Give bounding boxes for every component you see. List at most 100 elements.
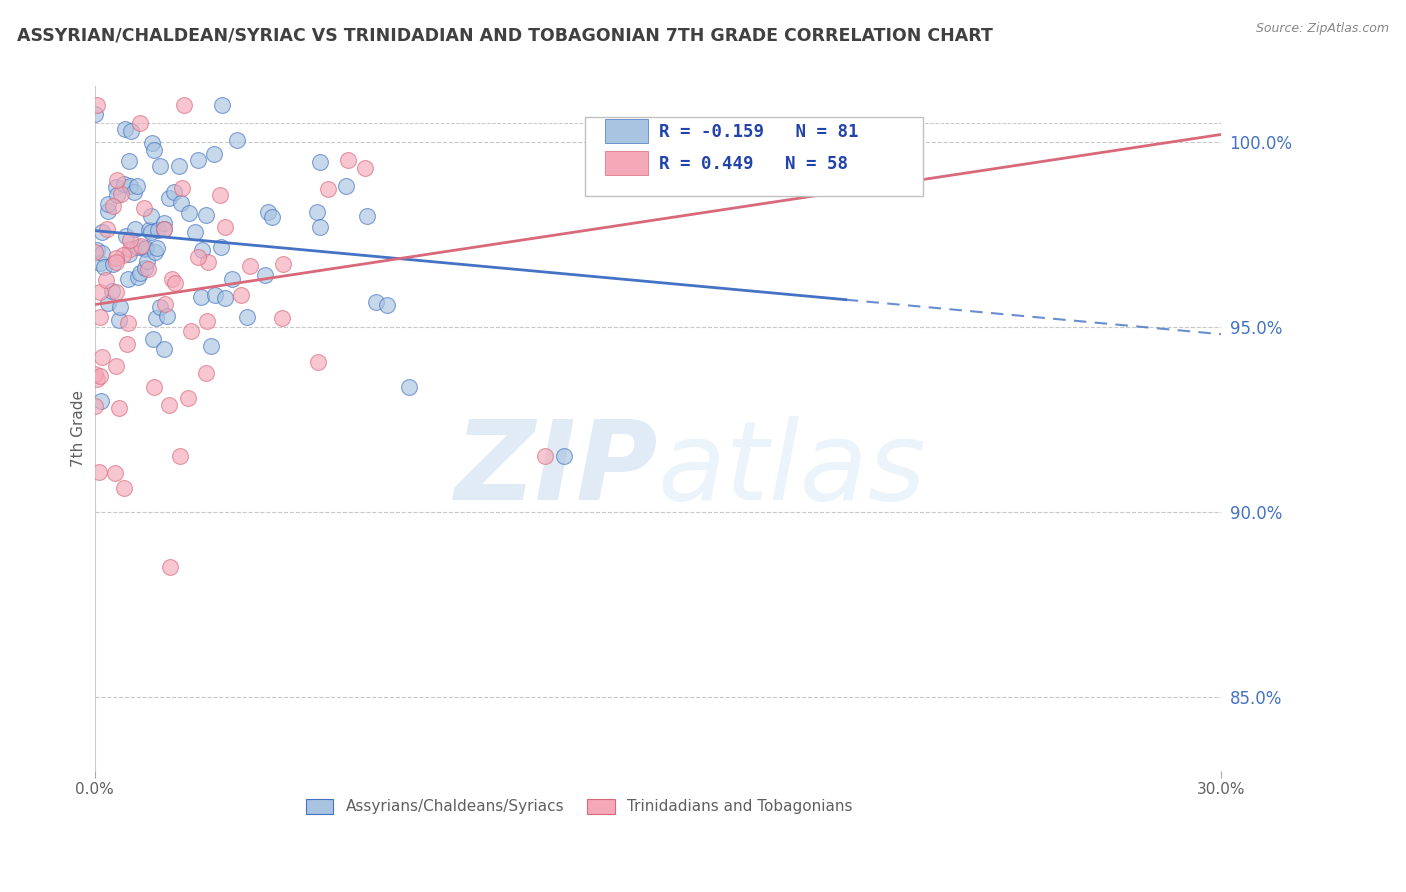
Point [170,196,193,211]
Point [149,159,172,173]
Point [195,314,218,328]
Point [163,185,186,199]
Point [108,313,131,327]
Point [187,250,209,264]
Point [90,393,112,408]
Point [305,204,328,219]
Point [143,244,166,259]
Point [157,190,180,204]
Point [104,254,127,268]
Legend: Assyrians/Chaldeans/Syriacs, Trinidadians and Tobagonians: Assyrians/Chaldeans/Syriacs, Trinidadian… [305,799,852,814]
Point [114,121,136,136]
Point [117,316,139,330]
Point [180,324,202,338]
Point [104,252,127,266]
Point [136,261,159,276]
Point [135,241,157,255]
Point [105,172,128,186]
Point [143,379,166,393]
Point [221,271,243,285]
Point [135,253,157,268]
Point [229,288,252,302]
Point [83,245,105,260]
Point [112,178,135,192]
Point [153,222,176,236]
Point [97,203,120,218]
Point [153,342,176,356]
FancyBboxPatch shape [605,120,648,143]
FancyBboxPatch shape [605,152,648,176]
Point [173,98,195,112]
Point [83,107,105,121]
Point [308,219,330,234]
Point [91,350,114,364]
Point [105,179,128,194]
Text: ASSYRIAN/CHALDEAN/SYRIAC VS TRINIDADIAN AND TOBAGONIAN 7TH GRADE CORRELATION CHA: ASSYRIAN/CHALDEAN/SYRIAC VS TRINIDADIAN … [17,27,993,45]
Point [84,399,107,413]
Point [145,311,167,326]
Point [89,285,111,299]
Point [127,178,149,193]
Point [146,223,169,237]
Point [86,98,108,112]
Point [108,301,131,315]
Point [97,296,120,310]
Point [356,209,378,223]
Point [112,482,135,496]
Point [100,284,122,298]
Point [86,243,108,257]
Point [256,205,278,219]
Point [110,187,132,202]
Point [103,257,125,271]
Point [204,287,226,301]
Point [149,301,172,315]
Point [200,339,222,353]
Point [97,196,120,211]
Point [118,153,141,168]
Point [177,391,200,405]
Point [167,159,190,173]
Point [398,379,420,393]
Point [115,228,138,243]
Point [163,276,186,290]
Point [87,465,110,479]
Point [271,310,294,325]
Point [120,233,142,247]
Point [142,332,165,346]
Point [202,147,225,161]
Point [225,133,247,147]
Point [141,209,163,223]
Y-axis label: 7th Grade: 7th Grade [72,390,86,467]
Text: R = 0.449   N = 58: R = 0.449 N = 58 [659,154,848,173]
Point [153,215,176,229]
Point [190,289,212,303]
Point [159,560,181,574]
Point [84,368,107,382]
Point [170,181,193,195]
Text: ZIP: ZIP [454,416,658,523]
Point [153,297,176,311]
Point [318,182,340,196]
Point [134,242,156,256]
Point [105,188,128,202]
Point [118,178,141,193]
Point [94,273,117,287]
Point [104,466,127,480]
Point [90,225,112,239]
Point [128,266,150,280]
Point [122,186,145,200]
Point [534,450,557,464]
Point [105,285,128,299]
Point [132,201,155,215]
Point [209,188,232,202]
Point [129,116,152,130]
Point [124,222,146,236]
Text: Source: ZipAtlas.com: Source: ZipAtlas.com [1256,22,1389,36]
Point [194,366,217,380]
Point [337,153,360,168]
Point [239,260,262,274]
Point [104,359,127,373]
Point [146,241,169,255]
Point [108,401,131,415]
Point [214,220,236,235]
